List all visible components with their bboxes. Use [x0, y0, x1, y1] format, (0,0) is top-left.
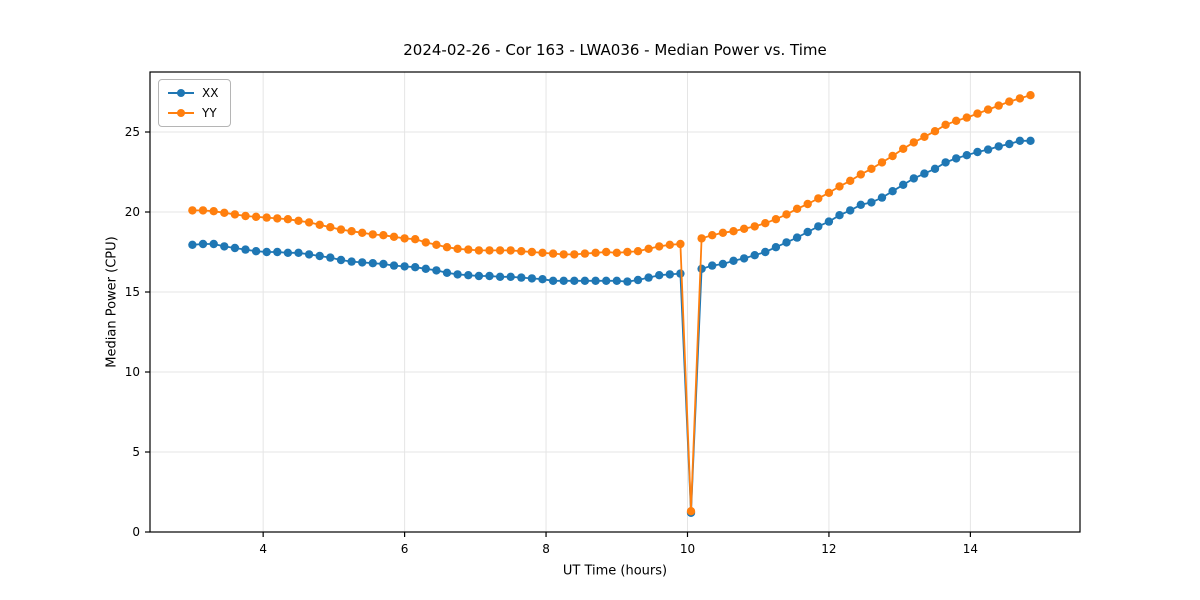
svg-text:8: 8	[542, 542, 550, 556]
svg-text:15: 15	[125, 285, 140, 299]
legend-line-marker-icon	[168, 89, 194, 97]
legend: XX YY	[158, 79, 232, 127]
svg-text:12: 12	[821, 542, 836, 556]
legend-entry-xx: XX	[168, 86, 218, 100]
svg-text:25: 25	[125, 125, 140, 139]
legend-label: YY	[202, 106, 217, 120]
svg-text:4: 4	[259, 542, 267, 556]
svg-text:10: 10	[125, 365, 140, 379]
y-axis-label: Median Power (CPU)	[104, 236, 120, 368]
legend-entry-yy: YY	[168, 106, 218, 120]
legend-label: XX	[202, 86, 219, 100]
legend-line-marker-icon	[168, 109, 194, 117]
svg-text:10: 10	[680, 542, 695, 556]
svg-text:0: 0	[132, 525, 140, 539]
chart-title: 2024-02-26 - Cor 163 - LWA036 - Median P…	[403, 41, 827, 59]
svg-text:20: 20	[125, 205, 140, 219]
svg-text:5: 5	[132, 445, 140, 459]
svg-text:14: 14	[963, 542, 978, 556]
svg-text:6: 6	[401, 542, 409, 556]
x-axis-label: UT Time (hours)	[562, 563, 668, 579]
